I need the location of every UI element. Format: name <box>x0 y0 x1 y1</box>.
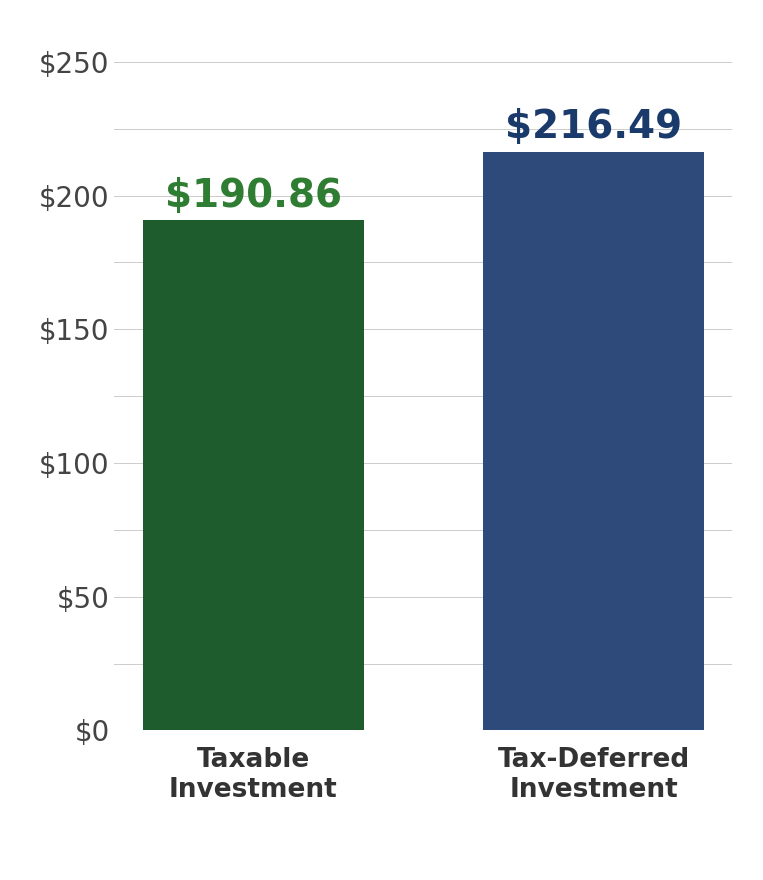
Bar <box>483 151 704 730</box>
Bar <box>143 220 364 730</box>
Text: $216.49: $216.49 <box>505 108 682 146</box>
Text: $190.86: $190.86 <box>165 177 342 215</box>
